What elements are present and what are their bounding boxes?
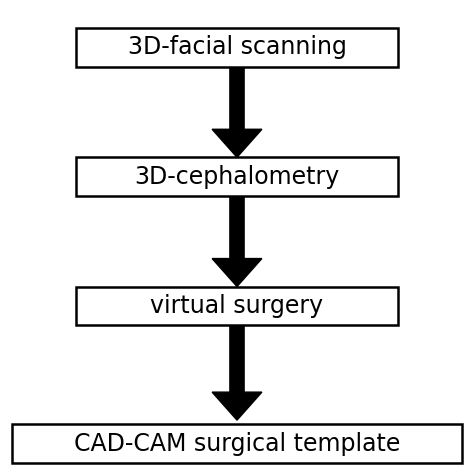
FancyArrow shape [212,67,262,157]
Text: 3D-facial scanning: 3D-facial scanning [128,36,346,59]
Bar [12,424,462,463]
FancyArrow shape [212,196,262,287]
Text: virtual surgery: virtual surgery [150,294,324,318]
Bar [76,287,398,325]
Text: CAD-CAM surgical template: CAD-CAM surgical template [74,432,400,456]
Text: 3D-cephalometry: 3D-cephalometry [134,164,340,189]
Bar [76,28,398,67]
Bar [76,157,398,196]
FancyArrow shape [212,325,262,420]
